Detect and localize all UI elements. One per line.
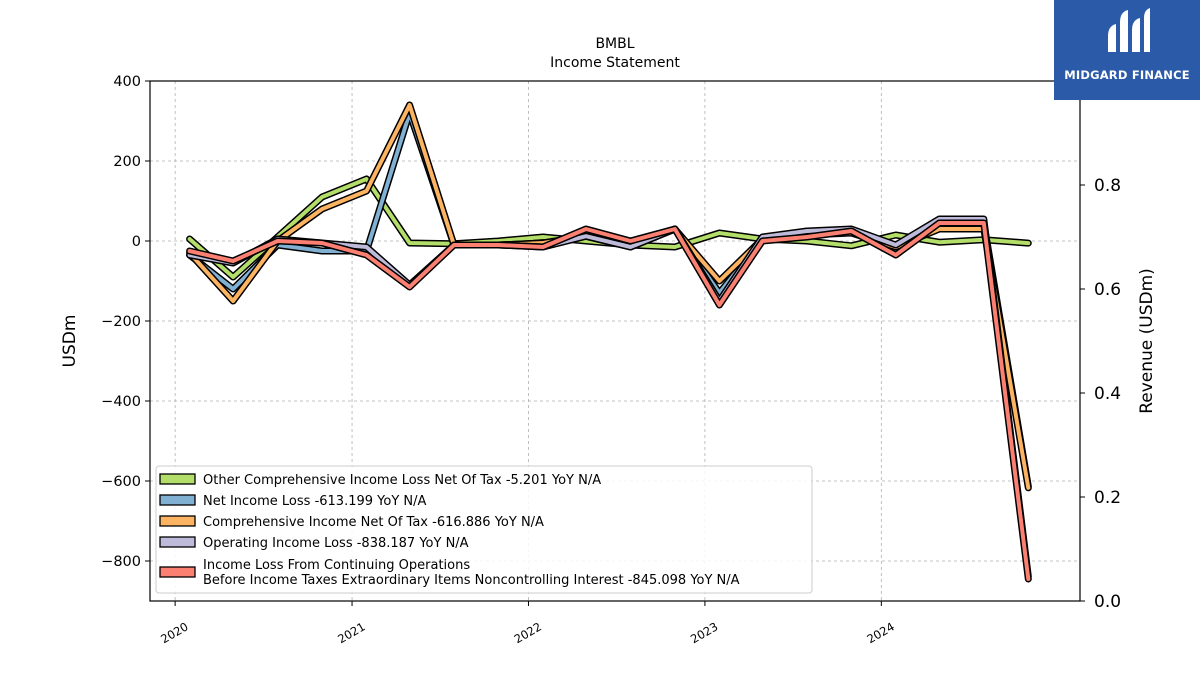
axes: 400 200 0 −200 −400 −600 −800 2020 2021 2022 2023 2… xyxy=(101,74,1121,646)
series-line-5 xyxy=(187,221,1031,581)
y-tick-label: −800 xyxy=(101,554,141,570)
y2-tick-label: 0.6 xyxy=(1094,280,1121,300)
y2-tick-label: 0.4 xyxy=(1094,384,1121,404)
series-line-outline xyxy=(186,101,1032,492)
legend: Other Comprehensive Income Loss Net Of T… xyxy=(155,465,813,594)
legend-label: Income Loss From Continuing Operations xyxy=(203,558,470,573)
series-line-1 xyxy=(187,177,1031,279)
x-tick-label: 2024 xyxy=(864,619,896,646)
y2-tick-label: 0.8 xyxy=(1094,176,1121,196)
legend-label: Operating Income Loss -838.187 YoY N/A xyxy=(203,536,469,551)
chart-title: BMBL xyxy=(595,36,634,52)
plot-frame xyxy=(149,80,1081,602)
series-line-3 xyxy=(187,103,1031,490)
legend-box xyxy=(155,465,813,594)
legend-swatch xyxy=(159,494,196,506)
y2-axis-label: Revenue (USDm) xyxy=(1137,268,1157,414)
y-axis-label: USDm xyxy=(60,315,80,368)
logo-text: MIDGARD FINANCE xyxy=(1064,68,1190,82)
y-tick-label: −200 xyxy=(101,314,141,330)
y2-tick-label: 0.2 xyxy=(1094,488,1121,508)
logo-mark-icon xyxy=(1108,8,1150,52)
series-line-2 xyxy=(187,111,1031,489)
legend-label: Net Income Loss -613.199 YoY N/A xyxy=(203,494,426,509)
y-tick-label: −400 xyxy=(101,394,141,410)
legend-swatch xyxy=(159,473,196,485)
y-tick-label: 400 xyxy=(113,74,141,90)
legend-swatch xyxy=(159,536,196,548)
x-tick-label: 2021 xyxy=(335,619,367,646)
y-tick-label: 0 xyxy=(132,234,141,250)
legend-swatch xyxy=(159,566,196,578)
series-line-outline xyxy=(186,175,1032,281)
legend-label: Before Income Taxes Extraordinary Items … xyxy=(203,573,740,588)
legend-label: Other Comprehensive Income Loss Net Of T… xyxy=(203,473,601,488)
y2-tick-label: 0.0 xyxy=(1094,592,1121,612)
chart-subtitle: Income Statement xyxy=(550,55,680,71)
y-tick-label: 200 xyxy=(113,154,141,170)
legend-swatch xyxy=(159,515,196,527)
x-tick-label: 2022 xyxy=(512,619,544,646)
x-tick-label: 2020 xyxy=(158,619,190,646)
series-lines xyxy=(186,101,1032,583)
y-tick-label: −600 xyxy=(101,474,141,490)
series-line-outline xyxy=(186,109,1032,490)
x-tick-label: 2023 xyxy=(688,619,720,646)
midgard-finance-logo: MIDGARD FINANCE xyxy=(1054,0,1200,100)
legend-label: Comprehensive Income Net Of Tax -616.886… xyxy=(203,515,544,530)
